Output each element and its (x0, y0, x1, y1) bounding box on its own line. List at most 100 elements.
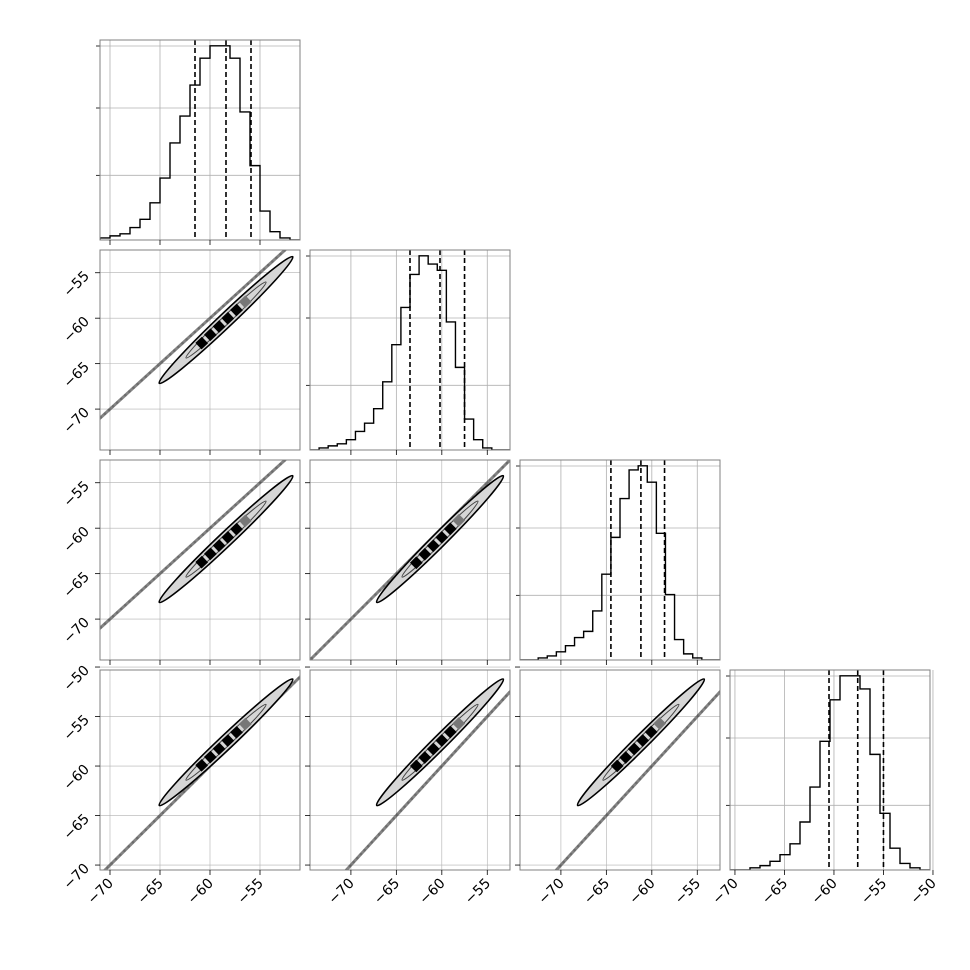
sample-point (63, 450, 66, 453)
sample-point (98, 875, 101, 878)
sample-point (544, 881, 547, 884)
panel-frame (99, 249, 301, 451)
sample-point (81, 891, 84, 894)
sample-point (527, 671, 530, 674)
sample-point (309, 908, 312, 911)
scatter-content (309, 671, 530, 911)
sample-point (87, 427, 90, 430)
sample-point (63, 660, 66, 663)
x-tick-label: −55 (235, 876, 267, 908)
sample-point (291, 242, 294, 245)
sample-density-band (344, 689, 510, 870)
sample-point (537, 889, 540, 892)
density-cell (212, 539, 226, 552)
sample-point (83, 431, 86, 434)
scatter-content (64, 664, 313, 911)
sample-point (331, 885, 334, 888)
panel-frame (309, 249, 511, 451)
sample-point (306, 661, 309, 664)
sample-point (302, 665, 305, 668)
sample-point (533, 892, 536, 895)
sample-point (323, 892, 326, 895)
sample-point (64, 908, 67, 911)
sample-point (304, 441, 307, 444)
sample-point (338, 877, 341, 880)
y-tick-label: −55 (61, 712, 93, 744)
density-cell (409, 556, 423, 570)
density-cell (204, 547, 217, 561)
scatter-content (294, 441, 530, 677)
sample-point (87, 637, 90, 640)
panel-frame (729, 669, 931, 871)
x-tick-label: −60 (809, 876, 841, 908)
sample-point (67, 656, 70, 659)
sample-point (526, 900, 529, 903)
scatter-panel-3-2: −70 −65 −60 −55 (515, 666, 721, 911)
histogram-step-line (730, 675, 930, 870)
density-cell (195, 336, 209, 350)
histogram-step-line (100, 45, 300, 240)
sample-point (310, 664, 313, 667)
panel-frame (519, 459, 721, 661)
sample-point (68, 904, 71, 907)
density-cell (230, 303, 243, 317)
sample-point (522, 904, 525, 907)
y-tick-label: −70 (61, 615, 93, 647)
sample-point (79, 645, 82, 648)
x-tick-label: −55 (672, 876, 704, 908)
sample-point (320, 896, 323, 899)
density-cell (221, 734, 235, 747)
sample-point (530, 896, 533, 899)
sample-point (79, 435, 82, 438)
sample-point (527, 441, 530, 444)
x-tick-label: −50 (908, 876, 940, 908)
sample-point (67, 446, 70, 449)
panel-frame (99, 669, 301, 871)
sample-point (93, 879, 96, 882)
histogram-step-line (520, 465, 720, 660)
contour-ellipse (576, 678, 706, 807)
density-cell (195, 758, 209, 772)
x-tick-label: −60 (416, 876, 448, 908)
sample-point (95, 420, 98, 423)
sample-point (59, 663, 62, 666)
sample-point (91, 424, 94, 427)
x-tick-label: −60 (626, 876, 658, 908)
sample-point (304, 231, 307, 234)
contour-ellipse (375, 678, 505, 807)
density-cell (238, 514, 252, 528)
y-tick-label: −60 (61, 524, 93, 556)
sample-point (287, 245, 290, 248)
sample-point (85, 887, 88, 890)
x-tick-label: −55 (462, 876, 494, 908)
sample-point (548, 877, 551, 880)
density-cell (204, 328, 217, 342)
panel-frame (309, 669, 511, 871)
scatter-panel-2-0: −70 −65 −60 −55 (59, 441, 307, 666)
sample-point (306, 668, 309, 671)
panel-frame (99, 39, 301, 241)
y-tick-label: −55 (61, 268, 93, 300)
sample-point (334, 881, 337, 884)
scatter-panel-1-0: −70 −65 −60 −55 (61, 231, 307, 455)
scatter-content (63, 231, 307, 453)
sample-point (514, 453, 517, 456)
x-tick-label: −70 (710, 876, 742, 908)
scatter-panel-3-1: −70 −65 −60 −55 (305, 666, 530, 911)
sample-point (102, 870, 105, 873)
x-tick-label: −70 (85, 876, 117, 908)
sample-point (71, 652, 74, 655)
sample-point (294, 674, 297, 677)
scatter-panel-3-0: −70 −65 −60 −55 −70 −65 −60 −55 −50 (61, 663, 313, 911)
sample-point (91, 634, 94, 637)
contour-ellipse (158, 255, 294, 385)
sample-point (316, 900, 319, 903)
density-cell (212, 320, 226, 333)
sample-point (519, 908, 522, 911)
histogram-panel-1 (306, 249, 511, 455)
sample-point (89, 883, 92, 886)
sample-density-band (554, 689, 720, 870)
x-tick-label: −65 (759, 876, 791, 908)
density-cell (238, 295, 252, 309)
sample-point (75, 648, 78, 651)
